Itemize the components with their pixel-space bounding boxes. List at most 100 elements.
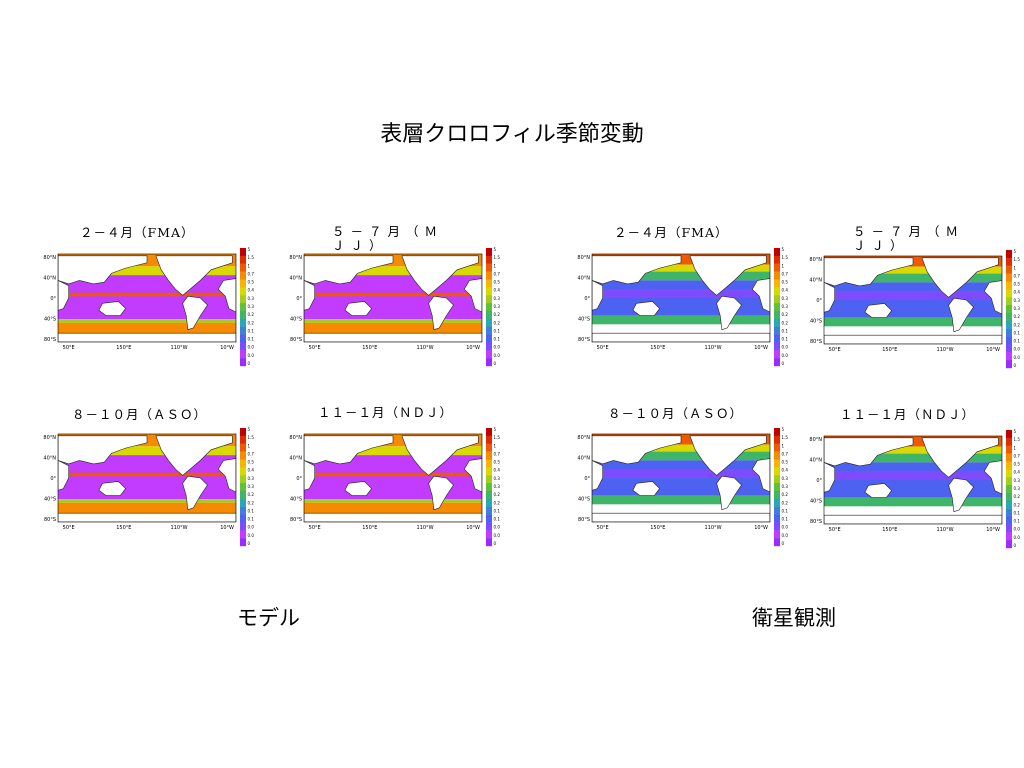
chlorophyll-band bbox=[824, 446, 1002, 454]
colorbar-tick-label: 0.4 bbox=[782, 468, 789, 473]
colorbar-swatch bbox=[486, 248, 492, 257]
colorbar-swatch bbox=[774, 530, 780, 539]
colorbar-tick-label: 1.5 bbox=[248, 255, 255, 260]
colorbar-swatch bbox=[774, 459, 780, 468]
chlorophyll-band bbox=[304, 266, 482, 276]
y-tick-label: 40°N bbox=[43, 276, 56, 282]
colorbar-swatch bbox=[774, 428, 780, 437]
y-tick-label: 80°S bbox=[290, 517, 302, 523]
south-america-landmass bbox=[428, 475, 454, 511]
colorbar-tick-label: 5 bbox=[1014, 429, 1017, 434]
australia-landmass bbox=[98, 481, 126, 496]
chlorophyll-band bbox=[824, 326, 1002, 336]
north-america-landmass bbox=[401, 435, 479, 476]
colorbar-swatch bbox=[486, 358, 492, 367]
colorbar-tick-label: 1.5 bbox=[782, 255, 789, 260]
colorbar-tick-label: 0.1 bbox=[248, 337, 255, 342]
colorbar-swatch bbox=[486, 435, 492, 444]
chlorophyll-band bbox=[592, 324, 770, 334]
colorbar-swatch bbox=[240, 483, 246, 492]
panel-label-sat-mjj: ５－７月（ＭＪＪ） bbox=[853, 224, 965, 253]
y-tick-label: 40°S bbox=[44, 497, 56, 503]
y-tick-label: 80°N bbox=[809, 257, 822, 263]
antarctica-landmass bbox=[304, 332, 482, 342]
north-america-landmass bbox=[155, 435, 233, 476]
colorbar-swatch bbox=[486, 498, 492, 507]
y-tick-label: 0° bbox=[816, 298, 822, 304]
chlorophyll-band bbox=[592, 271, 770, 281]
colorbar-tick-label: 0.15 bbox=[782, 508, 789, 513]
x-tick-label: 150°E bbox=[882, 527, 897, 533]
colorbar-swatch bbox=[486, 428, 492, 437]
colorbar-swatch bbox=[1006, 445, 1012, 454]
colorbar-tick-label: 0.25 bbox=[494, 312, 501, 317]
chlorophyll-band bbox=[824, 453, 1002, 463]
colorbar-tick-label: 0.3 bbox=[494, 484, 501, 489]
africa-east-landmass bbox=[217, 278, 236, 313]
colorbar-swatch bbox=[774, 443, 780, 452]
eurasia-landmass bbox=[824, 437, 914, 467]
south-america-landmass bbox=[182, 475, 208, 511]
colorbar-swatch bbox=[774, 287, 780, 296]
colorbar-tick-label: 0 bbox=[782, 541, 785, 546]
y-tick-label: 40°S bbox=[578, 497, 590, 503]
colorbar-swatch bbox=[240, 443, 246, 452]
colorbar-tick-label: 0.4 bbox=[1014, 470, 1021, 475]
chart-model-ndj: 80°N 40°N 0° 40°S 80°S 50°E 150°E 110°W 10°W 5 1.5… bbox=[280, 426, 500, 562]
colorbar-tick-label: 5 bbox=[494, 247, 497, 252]
chlorophyll-band bbox=[58, 502, 236, 514]
panel-label-sat-fma: ２－４月（FMA） bbox=[614, 225, 729, 240]
chart-svg: 80°N 40°N 0° 40°S 80°S 50°E 150°E 110°W 10°W 5 1.5… bbox=[809, 429, 1021, 549]
colorbar-swatch bbox=[774, 248, 780, 257]
map-frame bbox=[303, 433, 483, 523]
chlorophyll-band bbox=[592, 504, 770, 514]
chlorophyll-band bbox=[58, 266, 236, 276]
x-tick-label: 10°W bbox=[220, 345, 234, 351]
colorbar-swatch bbox=[486, 263, 492, 272]
colorbar-tick-label: 0.75 bbox=[494, 451, 501, 456]
colorbar-swatch bbox=[1006, 360, 1012, 369]
x-tick-label: 110°W bbox=[937, 347, 954, 353]
colorbar-swatch bbox=[240, 248, 246, 257]
africa-landmass bbox=[58, 280, 70, 311]
colorbar-tick-label: 5 bbox=[782, 247, 785, 252]
chlorophyll-band bbox=[304, 319, 482, 323]
colorbar-tick-label: 0.15 bbox=[782, 328, 789, 333]
y-tick-label: 0° bbox=[50, 296, 56, 302]
group-label-satellite: 衛星観測 bbox=[752, 606, 836, 630]
australia-landmass bbox=[344, 481, 372, 496]
colorbar-tick-label: 0.2 bbox=[782, 320, 789, 325]
colorbar-swatch bbox=[486, 271, 492, 280]
y-tick-label: 40°S bbox=[578, 317, 590, 323]
colorbar-tick-label: 0.2 bbox=[1014, 502, 1021, 507]
x-tick-label: 110°W bbox=[937, 527, 954, 533]
chlorophyll-band bbox=[592, 469, 770, 478]
chlorophyll-band bbox=[592, 289, 770, 298]
chlorophyll-band bbox=[592, 315, 770, 325]
chlorophyll-band bbox=[824, 291, 1002, 300]
colorbar-swatch bbox=[240, 334, 246, 343]
map-frame bbox=[591, 433, 771, 523]
colorbar-swatch bbox=[240, 342, 246, 351]
colorbar-swatch bbox=[774, 318, 780, 327]
africa-east-landmass bbox=[217, 458, 236, 493]
colorbar-swatch bbox=[1006, 336, 1012, 345]
colorbar-tick-label: 1 bbox=[782, 263, 785, 268]
chart-svg: 80°N 40°N 0° 40°S 80°S 50°E 150°E 110°W 10°W 5 1.5… bbox=[577, 247, 789, 367]
chlorophyll-band bbox=[592, 264, 770, 272]
chlorophyll-band bbox=[304, 499, 482, 503]
chlorophyll-band bbox=[824, 497, 1002, 507]
south-america-landmass bbox=[716, 295, 742, 331]
colorbar-swatch bbox=[486, 506, 492, 515]
x-tick-label: 50°E bbox=[309, 345, 321, 351]
colorbar-swatch bbox=[486, 303, 492, 312]
colorbar-tick-label: 1.5 bbox=[494, 255, 501, 260]
north-america-landmass bbox=[689, 435, 767, 476]
group-label-model: モデル bbox=[237, 606, 300, 630]
africa-east-landmass bbox=[983, 460, 1002, 495]
colorbar-tick-label: 0.4 bbox=[494, 288, 501, 293]
antarctica-landmass bbox=[58, 332, 236, 342]
colorbar-swatch bbox=[1006, 305, 1012, 314]
colorbar-tick-label: 0.03 bbox=[1014, 535, 1021, 540]
chart-svg: 80°N 40°N 0° 40°S 80°S 50°E 150°E 110°W 10°W 5 1.5… bbox=[809, 249, 1020, 369]
